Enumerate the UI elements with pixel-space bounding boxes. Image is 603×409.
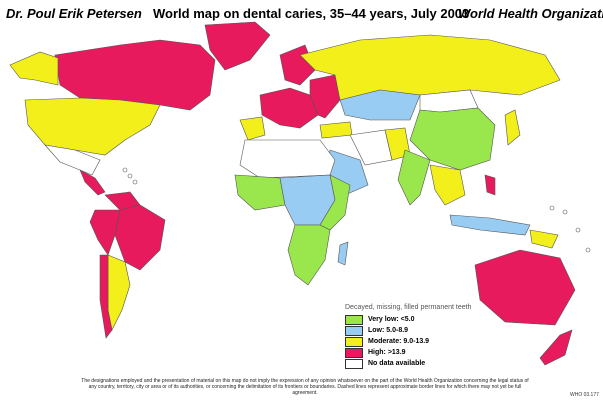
region-west-africa (234, 174, 286, 211)
region-western-europe (259, 87, 319, 129)
island-marker (549, 205, 555, 211)
region-philippines (484, 174, 496, 196)
region-papua (529, 229, 559, 249)
region-russia (299, 34, 561, 101)
region-chile (99, 254, 113, 339)
legend-label: Low: 5.0-8.9 (368, 327, 409, 334)
map-code: WHO 03.177 (570, 392, 599, 398)
legend-title: Decayed, missing, filled permanent teeth (345, 304, 472, 311)
region-central-america (79, 169, 106, 196)
legend-label: Moderate: 9.0-13.9 (368, 338, 430, 345)
island-marker (562, 209, 568, 215)
legend-item: Very low: <5.0 (345, 315, 475, 325)
region-indonesia (449, 214, 531, 236)
region-china (409, 107, 496, 171)
region-iberia (239, 116, 266, 141)
region-southern-africa (287, 224, 331, 286)
map-title: World map on dental caries, 35–44 years,… (153, 6, 470, 21)
region-turkey (319, 121, 353, 139)
legend-swatch (345, 348, 363, 358)
region-madagascar (337, 241, 349, 266)
island-marker (132, 179, 138, 185)
region-usa (24, 97, 161, 156)
legend-item: No data available (345, 359, 475, 369)
region-japan (504, 109, 521, 146)
legend-swatch (345, 337, 363, 347)
legend-item: High: >13.9 (345, 348, 475, 358)
region-new-zealand (539, 329, 573, 366)
region-canada (54, 39, 216, 111)
island-marker (122, 167, 128, 173)
island-marker (127, 173, 133, 179)
island-marker (575, 227, 581, 233)
region-southeast-asia (429, 164, 466, 206)
region-argentina (107, 254, 131, 331)
region-kazakhstan (339, 89, 421, 121)
island-marker (585, 247, 591, 253)
legend-label: No data available (368, 360, 426, 367)
legend-swatch (345, 315, 363, 325)
region-india (397, 149, 431, 206)
region-peru (89, 209, 121, 256)
legend-swatch (345, 359, 363, 369)
region-north-africa (239, 139, 336, 179)
region-brazil (114, 204, 166, 271)
author-name: Dr. Poul Erik Petersen (6, 6, 142, 21)
region-mexico (44, 144, 101, 176)
legend-label: Very low: <5.0 (368, 316, 415, 323)
region-greenland (204, 21, 271, 71)
region-alaska (9, 51, 59, 86)
world-map (9, 21, 591, 366)
legend-item: Moderate: 9.0-13.9 (345, 337, 475, 347)
map-legend: Decayed, missing, filled permanent teeth… (345, 304, 475, 370)
region-australia (474, 249, 576, 326)
legend-item: Low: 5.0-8.9 (345, 326, 475, 336)
legend-label: High: >13.9 (368, 349, 406, 356)
disclaimer-footnote: The designations employed and the presen… (81, 378, 529, 396)
organization-name: World Health Organization (458, 6, 603, 21)
legend-swatch (345, 326, 363, 336)
